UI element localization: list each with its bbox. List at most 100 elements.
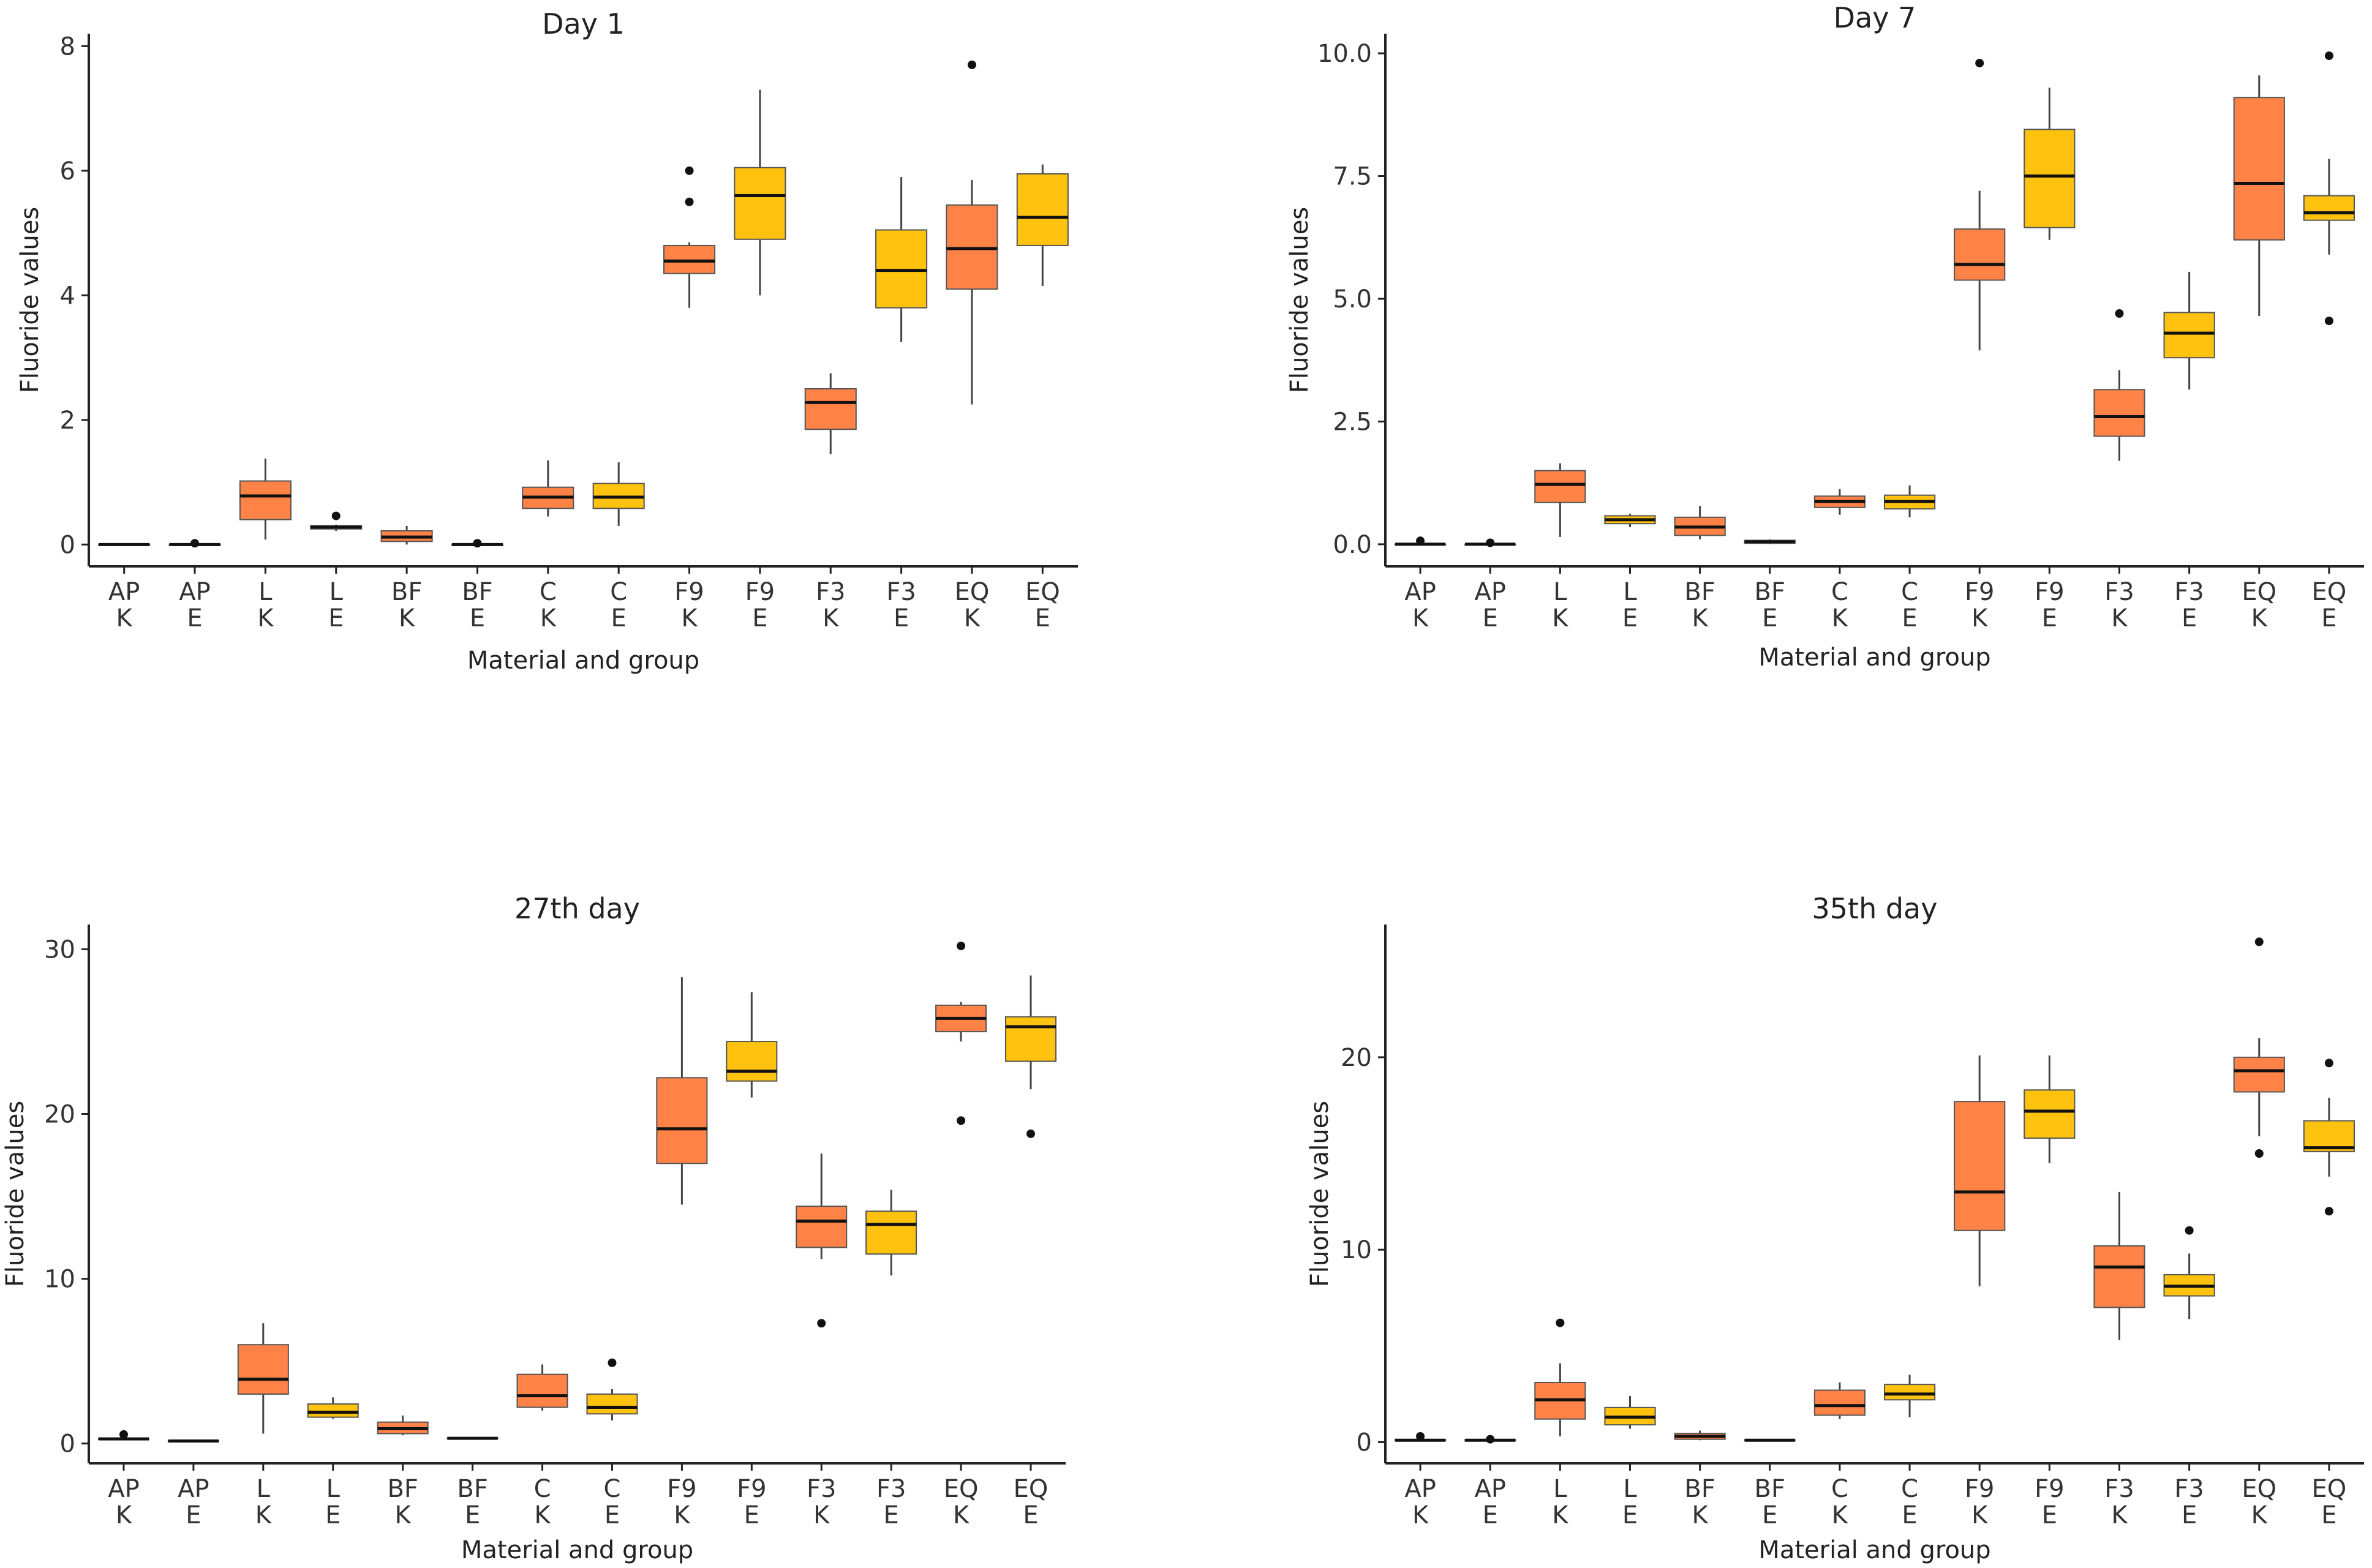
x-tick-label-group: E: [2042, 604, 2057, 632]
box-iqr: [1005, 1016, 1057, 1062]
x-tick-label-group: E: [187, 604, 202, 632]
box-F3-K: F3K: [804, 373, 857, 632]
x-tick-label-group: K: [1412, 1501, 1429, 1529]
x-tick-label-group: E: [604, 1501, 620, 1529]
x-tick-label-group: K: [116, 604, 134, 632]
x-tick-label-group: K: [2251, 604, 2268, 632]
x-tick-label-group: E: [1622, 1501, 1638, 1529]
x-tick-label-group: K: [681, 604, 698, 632]
outlier-point: [957, 941, 966, 950]
x-tick-label-material: L: [326, 1475, 341, 1503]
x-tick-label-material: F9: [1965, 1475, 1994, 1503]
x-tick-label-group: E: [1483, 1501, 1498, 1529]
x-tick-label-material: AP: [108, 578, 140, 606]
x-tick-label-group: K: [1552, 1501, 1569, 1529]
y-tick-label: 20: [1341, 1044, 1372, 1072]
box-BF-E: BFE: [1744, 1438, 1796, 1529]
box-iqr: [734, 167, 786, 240]
y-tick-label: 10.0: [1317, 40, 1372, 68]
box-F3-E: F3E: [2163, 1226, 2215, 1529]
y-axis-label: Fluoride values: [1, 1101, 29, 1287]
box-BF-E: BFE: [1744, 539, 1796, 632]
box-C-E: CE: [586, 1358, 638, 1529]
box-iqr: [1813, 1389, 1866, 1416]
box-F3-K: F3K: [796, 1153, 848, 1529]
y-tick-label: 20: [44, 1100, 75, 1128]
box-F3-E: F3E: [875, 177, 928, 632]
x-tick-label-group: K: [255, 1501, 273, 1529]
box-F3-E: F3E: [2163, 271, 2215, 632]
x-tick-label-material: F3: [816, 578, 845, 606]
box-EQ-E: EQE: [2303, 51, 2355, 632]
x-tick-label-material: F9: [1965, 578, 1994, 606]
outlier-point: [1556, 1318, 1565, 1327]
x-tick-label-group: E: [2321, 604, 2336, 632]
box-iqr: [663, 244, 716, 274]
y-tick-label: 0: [1357, 1428, 1372, 1457]
box-C-K: CK: [1813, 489, 1866, 632]
box-iqr: [1016, 173, 1069, 246]
x-axis-label: Material and group: [1758, 643, 1990, 672]
box-F3-K: F3K: [2093, 1191, 2145, 1529]
y-tick-label: 8: [60, 32, 75, 61]
x-tick-label-material: C: [1831, 578, 1848, 606]
box-iqr: [2163, 312, 2215, 359]
box-iqr: [946, 204, 998, 290]
box-iqr: [2024, 129, 2076, 228]
y-tick-label: 2: [60, 407, 75, 435]
outlier-point: [2324, 1059, 2333, 1068]
x-tick-label-material: BF: [1684, 578, 1715, 606]
box-F9-E: F9E: [734, 89, 786, 632]
x-tick-label-group: E: [1902, 604, 1917, 632]
box-iqr: [1954, 228, 2006, 281]
y-tick-label: 2.5: [1333, 408, 1372, 436]
x-tick-label-material: L: [257, 1475, 271, 1503]
y-tick-label: 0.0: [1333, 531, 1372, 559]
box-F9-K: F9K: [1954, 59, 2006, 632]
box-iqr: [865, 1210, 917, 1255]
box-iqr: [1883, 1384, 1936, 1401]
outlier-point: [1416, 536, 1425, 546]
box-iqr: [2233, 97, 2285, 241]
outlier-point: [685, 197, 694, 206]
x-tick-label-group: E: [894, 604, 909, 632]
box-EQ-K: EQK: [946, 60, 998, 632]
box-iqr: [804, 388, 857, 430]
chart-title: Day 1: [542, 7, 625, 40]
outlier-point: [1486, 538, 1495, 547]
box-EQ-K: EQK: [2233, 937, 2285, 1529]
x-tick-label-group: E: [2042, 1501, 2057, 1529]
box-iqr: [2233, 1056, 2285, 1093]
x-tick-label-material: EQ: [1025, 578, 1060, 606]
box-AP-K: APK: [1394, 1432, 1447, 1529]
x-tick-label-material: C: [534, 1475, 551, 1503]
x-tick-label-material: EQ: [944, 1475, 979, 1503]
chart-panel-2: Day 7 0.0 2.5 5.0 7.5 10.0 Fluoride values Mate…: [1286, 1, 2364, 672]
y-tick-label: 0: [60, 531, 75, 559]
x-tick-label-group: K: [2111, 604, 2128, 632]
box-C-K: CK: [516, 1364, 568, 1529]
x-tick-label-group: E: [186, 1501, 201, 1529]
box-iqr: [656, 1077, 708, 1165]
x-tick-label-material: BF: [457, 1475, 488, 1503]
x-tick-label-group: E: [2182, 604, 2197, 632]
outlier-point: [957, 1116, 966, 1125]
chart-title: 27th day: [514, 892, 640, 925]
outlier-point: [1026, 1129, 1036, 1138]
x-tick-label-material: C: [603, 1475, 620, 1503]
x-tick-label-material: C: [610, 578, 627, 606]
x-tick-label-group: E: [1035, 604, 1050, 632]
x-tick-label-material: L: [329, 578, 344, 606]
x-tick-label-group: K: [534, 1501, 551, 1529]
x-tick-label-material: F9: [667, 1475, 696, 1503]
x-tick-label-material: AP: [1404, 578, 1436, 606]
outlier-point: [2254, 937, 2264, 947]
x-tick-label-material: F9: [737, 1475, 766, 1503]
box-EQ-K: EQK: [2233, 75, 2285, 632]
x-tick-label-material: AP: [1404, 1475, 1436, 1503]
x-tick-label-group: K: [1692, 1501, 1709, 1529]
box-C-E: CE: [1883, 1375, 1936, 1529]
box-F3-K: F3K: [2093, 309, 2145, 632]
box-iqr: [2024, 1089, 2076, 1139]
box-L-E: LE: [1604, 514, 1656, 632]
